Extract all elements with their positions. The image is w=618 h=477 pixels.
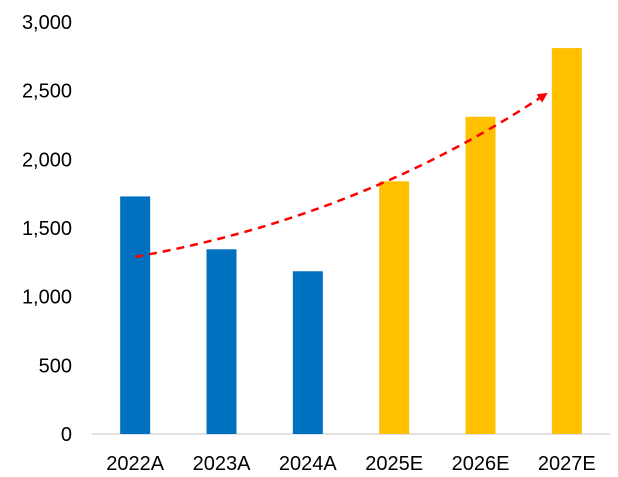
x-axis-tick-labels: 2022A 2023A 2024A 2025E 2026E 2027E [106, 453, 596, 475]
bar-2023A [206, 249, 237, 434]
trend-arrow [134, 92, 548, 259]
y-tick-label: 1,000 [22, 287, 72, 309]
bar-2022A [120, 196, 151, 434]
bar-2024A [292, 271, 323, 434]
bar-2027E [551, 48, 582, 435]
y-axis-tick-labels: 0 500 1,000 1,500 2,000 2,500 3,000 [22, 12, 72, 446]
y-tick-label: 2,500 [22, 81, 72, 103]
x-tick-label: 2026E [452, 453, 510, 475]
x-tick-label: 2022A [106, 453, 164, 475]
x-tick-label: 2023A [193, 453, 251, 475]
y-tick-label: 3,000 [22, 12, 72, 34]
x-tick-label: 2025E [365, 453, 423, 475]
x-tick-label: 2027E [538, 453, 596, 475]
bars-group [120, 48, 582, 435]
y-tick-label: 500 [39, 355, 72, 377]
bar-2026E [465, 116, 496, 434]
y-tick-label: 1,500 [22, 218, 72, 240]
y-tick-label: 0 [61, 424, 72, 446]
bar-2025E [379, 181, 410, 434]
y-tick-label: 2,000 [22, 149, 72, 171]
x-tick-label: 2024A [279, 453, 337, 475]
